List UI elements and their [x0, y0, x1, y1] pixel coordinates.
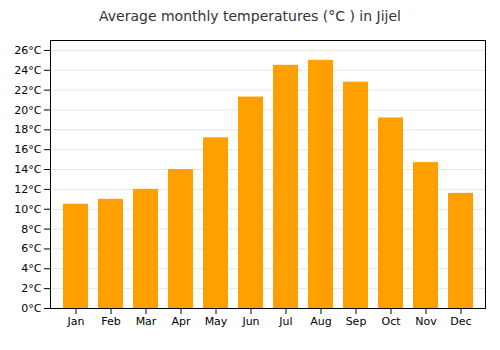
svg-text:Jan: Jan: [67, 315, 85, 328]
svg-text:Jul: Jul: [278, 315, 292, 328]
svg-text:Feb: Feb: [101, 315, 120, 328]
svg-text:16°C: 16°C: [14, 143, 41, 156]
svg-text:6°C: 6°C: [21, 242, 41, 255]
svg-text:Sep: Sep: [346, 315, 367, 328]
html-text:Average monthly temperatures (: Average monthly temperatures (°C ) in Ji…: [99, 8, 401, 24]
svg-text:4°C: 4°C: [21, 262, 41, 275]
svg-text:0°C: 0°C: [21, 302, 41, 315]
svg-text:2°C: 2°C: [21, 282, 41, 295]
svg-text:10°C: 10°C: [14, 203, 41, 216]
svg-text:26°C: 26°C: [14, 44, 41, 57]
svg-text:Apr: Apr: [171, 315, 191, 328]
svg-text:Oct: Oct: [381, 315, 401, 328]
svg-text:24°C: 24°C: [14, 64, 41, 77]
svg-text:Nov: Nov: [415, 315, 437, 328]
svg-text:Aug: Aug: [310, 315, 331, 328]
svg-text:12°C: 12°C: [14, 183, 41, 196]
svg-text:22°C: 22°C: [14, 84, 41, 97]
svg-text:20°C: 20°C: [14, 104, 41, 117]
svg-text:Mar: Mar: [136, 315, 157, 328]
svg-text:14°C: 14°C: [14, 163, 41, 176]
svg-text:May: May: [205, 315, 228, 328]
svg-text:Jun: Jun: [241, 315, 259, 328]
svg-text:Dec: Dec: [450, 315, 471, 328]
svg-text:8°C: 8°C: [21, 223, 41, 236]
svg-text:18°C: 18°C: [14, 123, 41, 136]
